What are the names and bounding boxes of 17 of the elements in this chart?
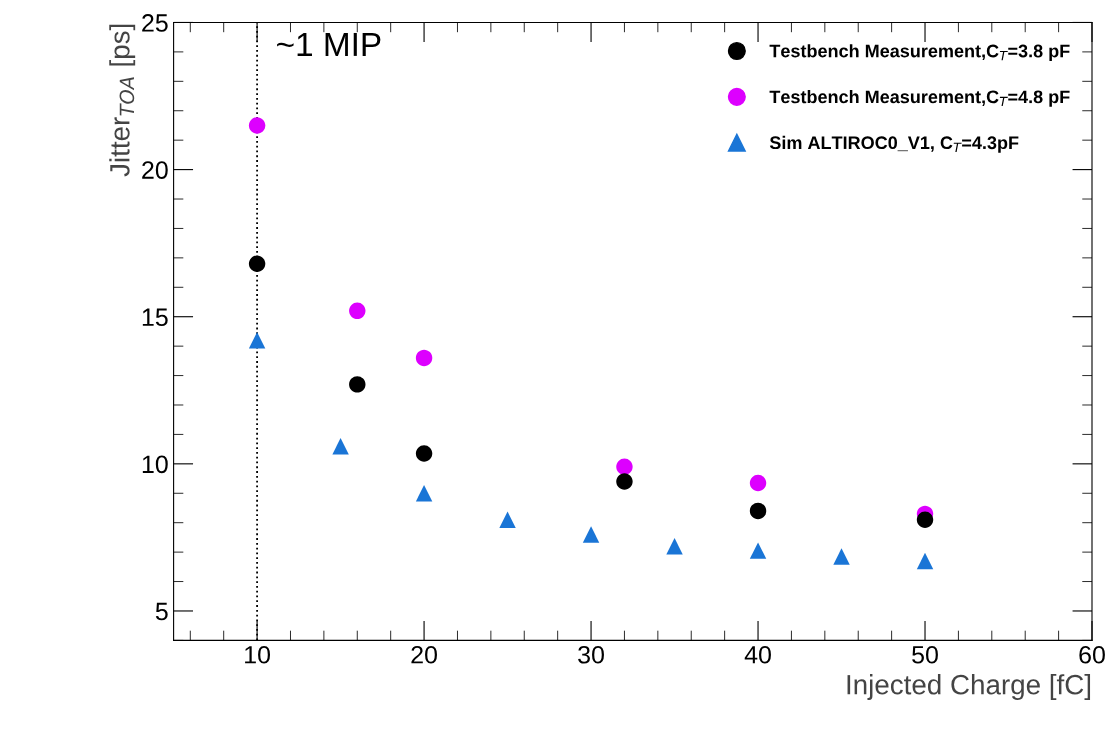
ref-line-label: ~1 MIP	[277, 32, 381, 56]
x-axis-title: Injected Charge [fC]	[847, 674, 1091, 701]
x-tick-label: 30	[578, 645, 604, 664]
x-tick-label: 20	[411, 645, 437, 664]
y-tick-label: 15	[142, 308, 168, 327]
legend-label: Testbench Measurement,C$_{T}$=4.8 pF	[769, 90, 1070, 107]
y-axis-title: Jitter$_{TOA}$ [ps]	[109, 24, 136, 177]
legend-label: Testbench Measurement,C$_{T}$=3.8 pF	[769, 44, 1070, 61]
y-tick-label: 25	[142, 14, 168, 32]
x-tick-label: 40	[744, 645, 771, 664]
x-tick-label: 10	[245, 645, 271, 664]
legend-label: Sim ALTIROC0_V1, C$_{T}$=4.3pF	[769, 135, 1019, 153]
y-tick-label: 5	[155, 602, 168, 621]
y-tick-label: 20	[142, 161, 168, 179]
y-tick-label: 10	[142, 455, 168, 474]
x-tick-label: 50	[912, 645, 938, 664]
x-tick-label: 60	[1079, 645, 1105, 664]
